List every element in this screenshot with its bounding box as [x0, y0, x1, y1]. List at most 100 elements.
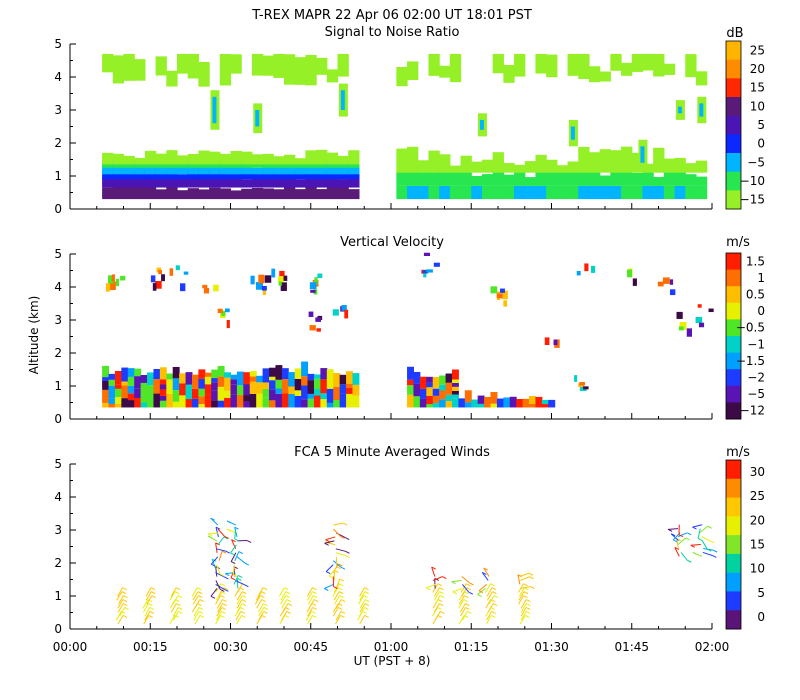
- velocity-cell: [159, 395, 167, 401]
- wind-barb-flag: [263, 603, 268, 606]
- velocity-cell: [249, 376, 257, 382]
- velocity-cell: [445, 394, 453, 402]
- snr-cell: [337, 164, 349, 175]
- wind-barb-flag: [690, 544, 696, 548]
- velocity-cell: [249, 393, 257, 408]
- velocity-cell: [256, 382, 264, 394]
- snr-cell: [674, 185, 686, 200]
- snr-cell: [144, 166, 157, 175]
- velocity-cell: [159, 400, 167, 408]
- snr-cell: [230, 162, 242, 175]
- wind-barb: [460, 607, 466, 617]
- snr-cell: [294, 57, 306, 85]
- velocity-cell: [179, 383, 187, 396]
- wind-barb-flag: [150, 587, 156, 591]
- snr-cell: [621, 62, 633, 76]
- wind-barb-flag: [324, 542, 329, 546]
- wind-barb-flag: [338, 563, 343, 567]
- snr-cell: [653, 53, 665, 77]
- velocity-cell: [541, 399, 549, 405]
- velocity-blob: [657, 281, 664, 287]
- velocity-cell: [451, 390, 459, 395]
- velocity-blob: [278, 276, 284, 283]
- velocity-blob: [315, 317, 322, 322]
- wind-barb-flag: [697, 537, 703, 541]
- snr-cell: [556, 172, 569, 186]
- wind-barb: [478, 584, 488, 592]
- wind-barb: [216, 599, 223, 609]
- velocity-cell: [172, 366, 180, 379]
- wind-barb: [193, 611, 200, 621]
- colorbar-swatch: [726, 153, 741, 173]
- wind-barb-flag: [221, 550, 227, 554]
- wind-barb-flag: [707, 525, 712, 529]
- colorbar-label: −1: [747, 337, 765, 351]
- wind-barb: [208, 532, 219, 535]
- wind-barb-flag: [234, 526, 239, 530]
- velocity-cell: [477, 395, 485, 404]
- wind-barb-flag: [483, 567, 489, 571]
- snr-cell: [134, 186, 146, 200]
- snr-plume-core: [340, 90, 345, 110]
- velocity-blob: [264, 275, 272, 283]
- velocity-cell: [352, 395, 360, 408]
- velocity-cell: [269, 367, 276, 377]
- wind-barb: [215, 542, 218, 553]
- snr-cell: [471, 176, 483, 186]
- wind-barb-flag: [673, 539, 678, 543]
- wind-barb: [699, 525, 708, 534]
- wind-barb-flag: [324, 588, 329, 591]
- wind-barb-flag: [437, 583, 443, 587]
- wind-barb: [217, 528, 225, 537]
- wind-barb: [215, 580, 221, 590]
- velocity-blob: [169, 268, 174, 276]
- snr-cell: [273, 189, 285, 200]
- wind-barb: [461, 576, 470, 584]
- snr-cell: [284, 175, 296, 188]
- velocity-cell: [121, 367, 129, 382]
- snr-colorbar-unit: dB: [726, 26, 743, 41]
- wind-barb: [146, 595, 153, 605]
- wind-barb: [680, 552, 688, 561]
- snr-cell: [326, 162, 339, 175]
- x-tick-label: 00:00: [53, 640, 88, 654]
- wind-barb: [192, 591, 199, 601]
- velocity-cell: [451, 382, 459, 387]
- page-title: T-REX MAPR 22 Apr 06 02:00 UT 18:01 PST: [251, 8, 532, 23]
- wind-barb: [191, 587, 198, 597]
- y-tick-label: 5: [54, 37, 62, 51]
- wind-barb-flag: [364, 603, 370, 606]
- velocity-cell: [275, 365, 283, 380]
- wind-barb-flag: [452, 591, 457, 595]
- snr-cell: [348, 189, 360, 200]
- wind-barb-flag: [492, 603, 498, 606]
- velocity-blob: [213, 284, 219, 292]
- colorbar-swatch: [726, 269, 741, 287]
- wind-barb-flag: [490, 583, 495, 587]
- snr-cell: [316, 57, 328, 75]
- wind-barb: [520, 607, 527, 617]
- velocity-cell: [159, 367, 167, 380]
- wind-barb: [254, 595, 261, 605]
- snr-cell: [112, 186, 125, 200]
- snr-cell: [642, 53, 654, 71]
- wind-barb: [237, 583, 243, 593]
- snr-cell: [685, 185, 697, 200]
- wind-barb-flag: [123, 603, 128, 606]
- wind-barb: [215, 548, 226, 552]
- snr-cell: [155, 56, 167, 76]
- snr-cell: [198, 176, 210, 188]
- snr-cell: [134, 157, 146, 165]
- velocity-cell: [471, 399, 479, 408]
- wind-barb: [172, 595, 179, 605]
- wind-barb: [144, 607, 151, 617]
- wind-barb-flag: [215, 542, 220, 546]
- x-axis-label: UT (PST + 8): [354, 654, 431, 668]
- colorbar-label: 20: [750, 513, 765, 527]
- velocity-cell: [451, 369, 459, 380]
- wind-barb-flag: [468, 591, 474, 595]
- wind-barb: [172, 611, 179, 621]
- velocity-cell: [548, 399, 556, 408]
- snr-cell: [492, 185, 504, 200]
- snr-cell: [123, 164, 135, 175]
